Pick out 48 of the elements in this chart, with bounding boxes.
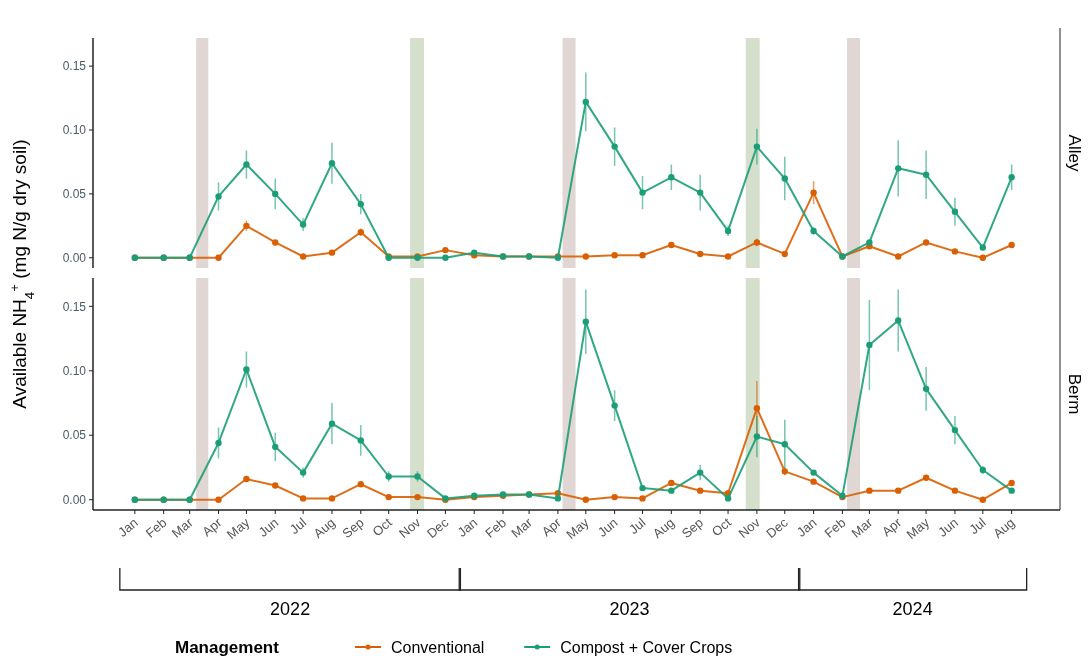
x-tick-label: Jun	[594, 514, 621, 540]
x-tick-label: Feb	[482, 514, 509, 541]
x-tick-label: Apr	[538, 514, 565, 540]
x-tick-label: Oct	[708, 514, 735, 540]
x-tick-label: Aug	[310, 514, 338, 542]
y-tick-label: 0.00	[62, 250, 87, 265]
x-tick-label: May	[223, 514, 253, 543]
text: 2022	[270, 599, 311, 619]
x-tick-label: Aug	[990, 514, 1018, 542]
y-tick-label: 0.00	[62, 492, 87, 507]
x-tick-label: Aug	[649, 514, 678, 542]
x-tick-label: Nov	[735, 514, 764, 542]
x-tick-label: Apr	[879, 514, 905, 540]
y-tick-label: 0.10	[62, 364, 87, 378]
x-tick-label: Jul	[286, 514, 310, 537]
x-tick-label: Jan	[793, 514, 820, 540]
x-tick-label: Sep	[339, 514, 367, 542]
y-tick-label: 0.05	[62, 187, 87, 202]
legend-label: Conventional	[391, 639, 485, 656]
y-tick-label: 0.15	[62, 299, 87, 314]
text: Berm	[1065, 373, 1084, 415]
x-tick-label: May	[903, 514, 933, 543]
y-tick-label: 0.05	[62, 428, 87, 443]
x-tick-label: Feb	[821, 514, 849, 541]
x-tick-label: Oct	[369, 514, 395, 540]
x-tick-label: May	[563, 514, 593, 543]
x-tick-label: Dec	[423, 514, 452, 542]
x-tick-label: Jan	[454, 514, 481, 540]
x-tick-label: Nov	[396, 514, 424, 542]
x-tick-label: Sep	[678, 514, 707, 542]
text: Alley	[1065, 134, 1084, 172]
x-tick-label: Mar	[848, 514, 876, 541]
legend-label: Compost + Cover Crops	[560, 639, 733, 656]
x-tick-label: Jun	[935, 514, 961, 540]
text: 2024	[892, 599, 933, 619]
y-tick-label: 0.15	[62, 59, 87, 74]
x-tick-label: Jul	[966, 514, 989, 537]
text: 2023	[609, 599, 650, 619]
x-tick-label: Jan	[115, 514, 141, 540]
y-tick-label: 0.10	[62, 123, 87, 138]
legend-title: Management	[175, 638, 280, 657]
x-tick-label: Mar	[168, 514, 197, 541]
x-tick-label: Dec	[763, 514, 792, 542]
x-tick-label: Jul	[626, 514, 649, 537]
x-tick-label: Feb	[142, 514, 170, 541]
x-tick-label: Jun	[255, 514, 282, 540]
x-tick-label: Apr	[199, 514, 225, 540]
x-tick-label: Mar	[508, 514, 536, 541]
